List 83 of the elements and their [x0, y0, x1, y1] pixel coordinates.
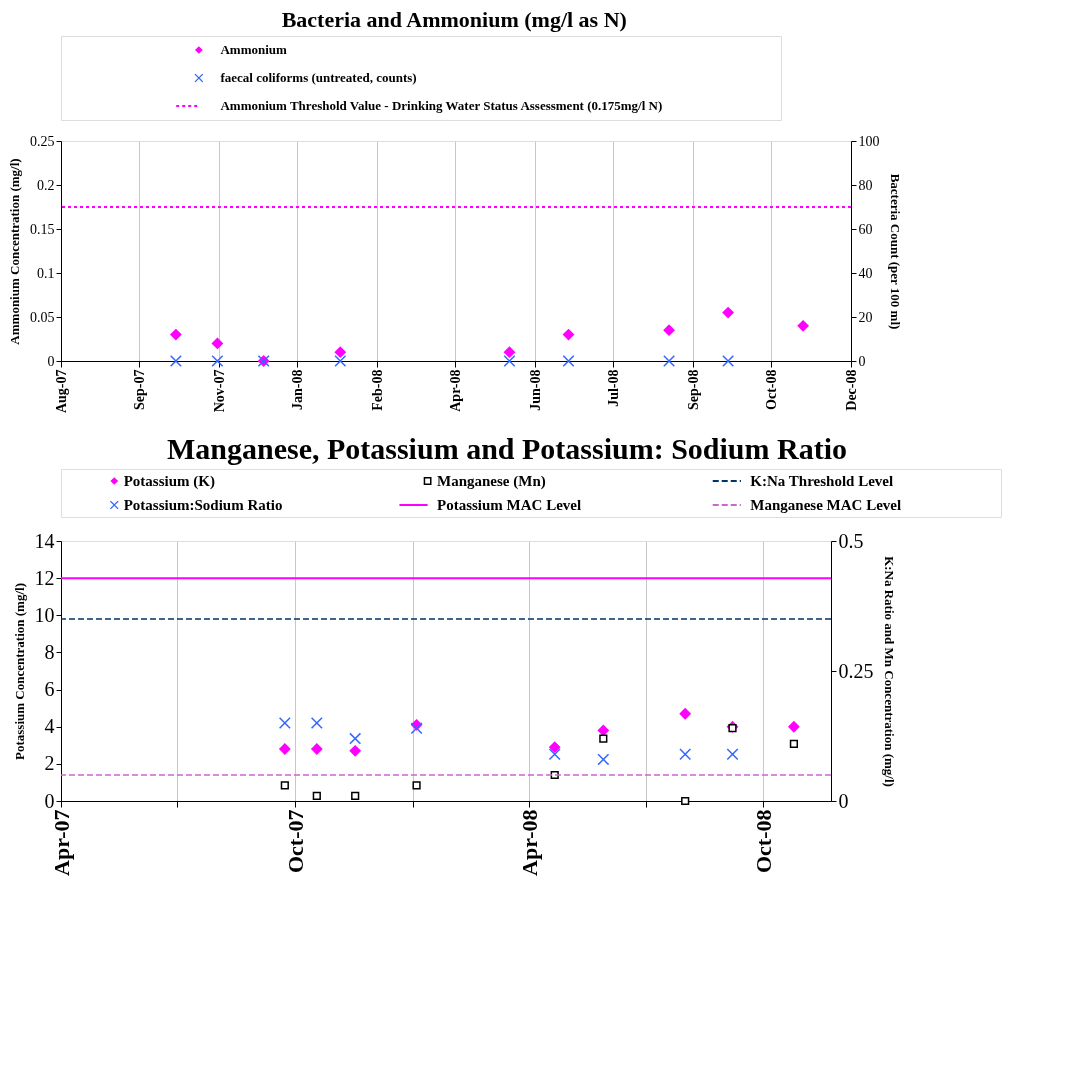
x-tick-label: Oct-07	[282, 809, 308, 874]
point	[278, 743, 291, 755]
y-tick-label: 0.25	[30, 133, 55, 149]
point	[789, 739, 799, 748]
legend-label: Potassium:Sodium Ratio	[123, 497, 283, 513]
y-axis-title: Potassium Concentration (mg/l)	[11, 583, 27, 760]
y2-tick-label: 20	[858, 309, 873, 325]
x-tick-label: Sep-08	[685, 369, 701, 410]
point	[503, 346, 516, 359]
x-tick-label: Jan-08	[289, 369, 305, 410]
point	[548, 748, 561, 761]
x-tick-label: Oct-08	[750, 809, 776, 874]
y-tick-label: 0.05	[30, 309, 55, 325]
point	[280, 781, 289, 790]
x-tick-label: Feb-08	[369, 369, 385, 411]
point	[562, 328, 575, 341]
point	[349, 732, 362, 745]
y2-tick-label: 40	[858, 265, 873, 281]
legend-label: faecal coliforms (untreated, counts)	[220, 70, 417, 85]
point	[312, 791, 321, 800]
y2-tick-label: 80	[858, 177, 873, 193]
y-tick-label: 0.15	[30, 221, 55, 237]
x-tick-label: Aug-07	[53, 369, 69, 414]
y-tick-label: 0	[44, 789, 55, 812]
legend-label: K:Na Threshold Level	[750, 473, 894, 489]
point	[410, 722, 423, 735]
y-tick-label: 2	[44, 752, 55, 775]
x-tick-label: Sep-07	[131, 369, 147, 410]
point	[310, 743, 323, 755]
point	[679, 748, 692, 761]
point	[597, 753, 610, 766]
point	[334, 346, 347, 359]
y-tick-label: 0	[47, 353, 55, 369]
legend-label: Manganese MAC Level	[750, 497, 902, 513]
point	[681, 796, 690, 806]
legend-label: Potassium MAC Level	[437, 497, 582, 513]
y2-axis-title: K:Na Ratio and Mn Concentration (mg/l)	[881, 556, 897, 787]
legend-label: Manganese (Mn)	[437, 473, 546, 490]
y-tick-label: 10	[34, 603, 55, 626]
point	[726, 748, 739, 761]
legend-label: Ammonium Threshold Value - Drinking Water Status Assessment (0.175mg/l N)	[220, 98, 663, 113]
point	[663, 324, 675, 337]
x-tick-label: Oct-08	[763, 369, 779, 410]
point	[211, 337, 224, 350]
y2-axis-title: Bacteria Count (per 100 ml)	[887, 173, 903, 330]
point	[679, 707, 692, 720]
x-tick-label: Dec-08	[843, 369, 859, 411]
y-tick-label: 4	[44, 715, 55, 738]
x-tick-label: Jun-08	[527, 369, 543, 411]
y2-tick-label: 0.25	[838, 659, 874, 682]
point	[349, 744, 362, 757]
y-tick-label: 8	[44, 640, 55, 663]
x-tick-label: Apr-07	[48, 809, 74, 876]
x-tick-label: Apr-08	[516, 809, 542, 876]
y-tick-label: 0.2	[37, 177, 55, 193]
point	[278, 717, 291, 729]
y-tick-label: 14	[34, 529, 55, 552]
point	[787, 720, 800, 733]
point	[722, 306, 735, 319]
y-tick-label: 0.1	[37, 265, 55, 281]
point	[351, 791, 360, 800]
point	[728, 724, 737, 733]
y2-tick-label: 0	[858, 353, 866, 369]
y-tick-label: 6	[44, 678, 55, 701]
point	[169, 328, 182, 341]
y2-tick-label: 0.5	[838, 529, 864, 552]
y2-tick-label: 0	[838, 789, 849, 812]
chart-title: Manganese, Potassium and Potassium: Sodium Ratio	[166, 431, 848, 465]
y2-tick-label: 60	[858, 221, 873, 237]
x-tick-label: Apr-08	[447, 369, 463, 412]
legend-label: Ammonium	[220, 42, 288, 57]
legend-label: Potassium (K)	[123, 473, 215, 490]
x-tick-label: Jul-08	[605, 369, 621, 407]
point	[548, 741, 561, 754]
y-tick-label: 12	[34, 566, 55, 589]
chart-title: Bacteria and Ammonium (mg/l as N)	[281, 6, 627, 32]
x-tick-label: Nov-07	[211, 369, 227, 413]
point	[797, 319, 810, 332]
point	[599, 734, 608, 743]
y-axis-title: Ammonium Concentration (mg/l)	[7, 158, 22, 345]
y2-tick-label: 100	[858, 133, 880, 149]
point	[310, 717, 323, 729]
point	[412, 781, 421, 790]
